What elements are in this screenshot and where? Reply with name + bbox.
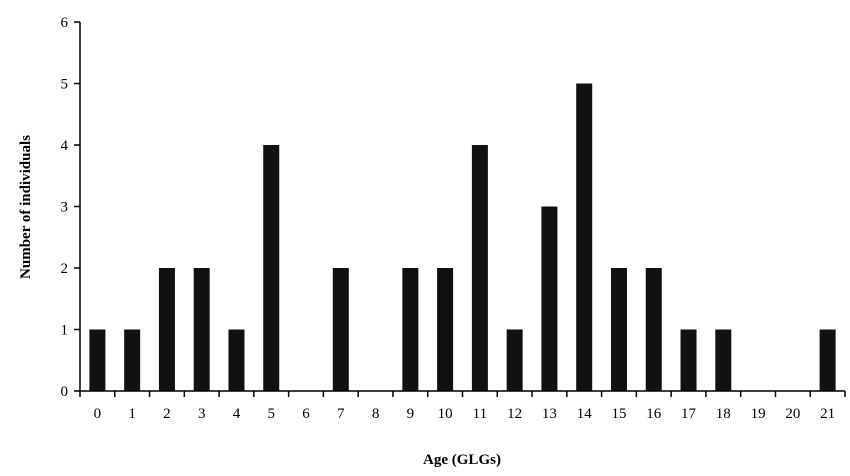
x-tick-label: 3	[198, 406, 206, 422]
y-axis-title: Number of individuals	[18, 135, 34, 279]
x-tick-label: 20	[785, 406, 800, 422]
x-axis-title: Age (GLGs)	[423, 452, 501, 468]
x-tick-label: 2	[163, 406, 171, 422]
x-tick-label: 6	[302, 406, 310, 422]
bar-16	[645, 268, 662, 391]
bar-7	[332, 268, 349, 391]
y-tick-label: 5	[61, 77, 69, 93]
bar-18	[715, 329, 732, 391]
bar-2	[158, 268, 175, 391]
x-tick-label: 1	[128, 406, 136, 422]
bar-4	[228, 329, 245, 391]
bar-0	[89, 329, 106, 391]
bar-11	[471, 145, 488, 391]
x-tick-label: 4	[233, 406, 241, 422]
x-tick-label: 5	[268, 406, 276, 422]
y-tick-label: 4	[61, 138, 69, 154]
bar-15	[610, 268, 627, 391]
bar-17	[680, 329, 697, 391]
bar-13	[541, 206, 558, 391]
y-tick-label: 2	[61, 261, 69, 277]
x-tick-label: 10	[438, 406, 453, 422]
x-tick-label: 8	[372, 406, 380, 422]
bar-5	[263, 145, 280, 391]
bar-10	[437, 268, 454, 391]
x-tick-label: 15	[611, 406, 626, 422]
x-tick-label: 0	[94, 406, 102, 422]
x-tick-label: 16	[646, 406, 662, 422]
x-tick-label: 21	[820, 406, 835, 422]
x-tick-label: 14	[577, 406, 593, 422]
bar-14	[576, 83, 593, 391]
x-tick-label: 19	[751, 406, 766, 422]
bar-1	[124, 329, 141, 391]
x-tick-label: 18	[716, 406, 731, 422]
x-tick-label: 13	[542, 406, 557, 422]
bar-12	[506, 329, 523, 391]
bar-9	[402, 268, 419, 391]
y-tick-label: 0	[61, 384, 69, 400]
y-tick-label: 3	[61, 200, 69, 216]
x-tick-label: 17	[681, 406, 697, 422]
x-tick-label: 7	[337, 406, 345, 422]
x-tick-label: 9	[407, 406, 415, 422]
x-tick-label: 11	[473, 406, 487, 422]
y-tick-label: 6	[61, 15, 69, 31]
bar-3	[193, 268, 210, 391]
x-tick-label: 12	[507, 406, 522, 422]
bar-21	[819, 329, 836, 391]
y-tick-label: 1	[61, 323, 69, 339]
